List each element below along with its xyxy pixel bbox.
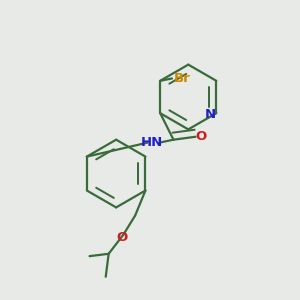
Text: N: N <box>204 108 215 121</box>
Text: Br: Br <box>174 72 191 85</box>
Text: O: O <box>116 230 128 244</box>
Text: HN: HN <box>141 136 164 149</box>
Text: O: O <box>195 130 206 143</box>
